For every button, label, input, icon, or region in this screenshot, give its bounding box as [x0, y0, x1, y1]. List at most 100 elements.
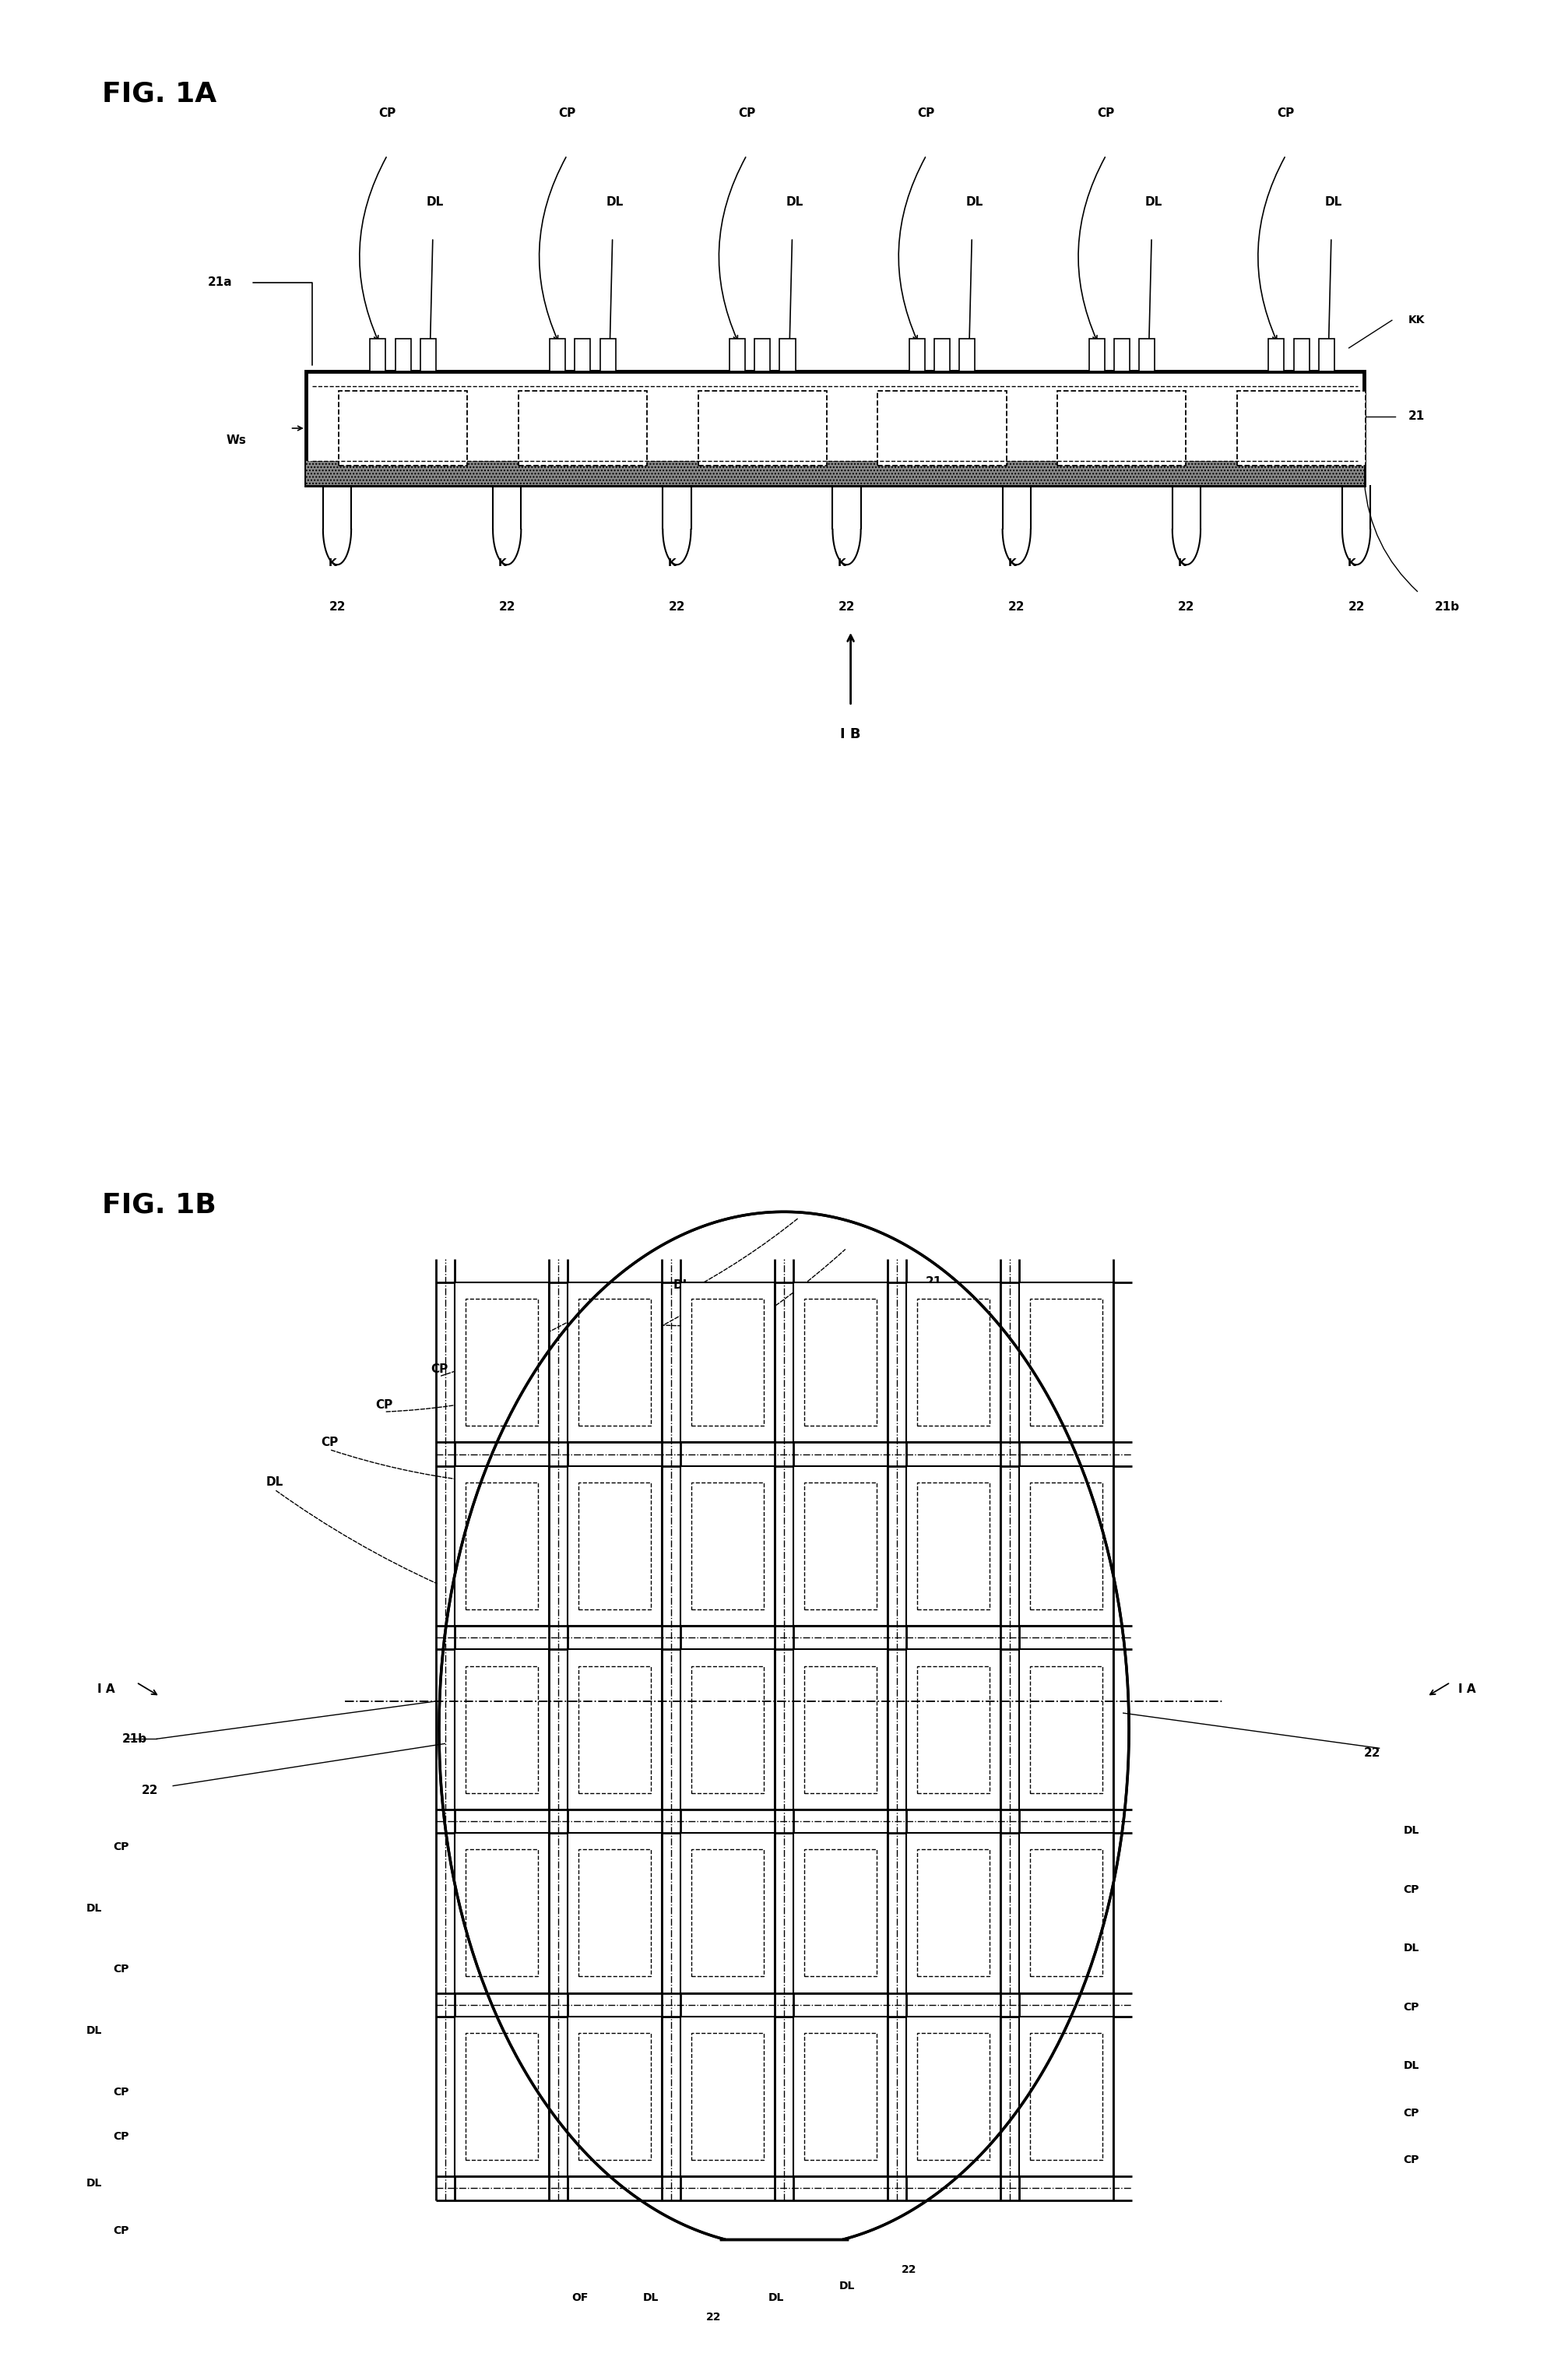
Bar — [793, 1466, 887, 1626]
Bar — [568, 1833, 662, 1993]
Text: DL: DL — [426, 198, 444, 207]
Bar — [579, 2033, 651, 2160]
Text: CP: CP — [375, 1400, 394, 1409]
Bar — [793, 1649, 887, 1809]
Text: DL: DL — [673, 1280, 691, 1289]
Bar — [804, 1666, 877, 1793]
Bar — [1019, 1466, 1113, 1626]
Bar — [579, 1299, 651, 1426]
Text: CP: CP — [430, 1365, 448, 1374]
Text: OF: OF — [572, 2292, 588, 2304]
Bar — [1019, 1833, 1113, 1993]
Text: DL: DL — [492, 1322, 511, 1332]
Bar — [568, 1466, 662, 1626]
Bar — [1019, 1466, 1113, 1626]
Bar — [1019, 1282, 1113, 1442]
Bar — [1269, 339, 1284, 372]
Bar — [455, 2017, 549, 2177]
Bar — [579, 1666, 651, 1793]
Text: K: K — [837, 558, 847, 569]
Text: 22: 22 — [713, 1327, 729, 1337]
Text: CP: CP — [1403, 2155, 1419, 2165]
Bar — [1030, 1482, 1102, 1609]
Bar — [1019, 1282, 1113, 1442]
Text: KK: KK — [1408, 315, 1425, 325]
Text: 22: 22 — [902, 2264, 917, 2275]
Bar — [691, 2033, 764, 2160]
Text: DL: DL — [1325, 198, 1342, 207]
Bar — [1319, 339, 1334, 372]
Text: I A: I A — [97, 1685, 114, 1694]
Text: DL: DL — [768, 2292, 784, 2304]
Bar — [917, 1666, 989, 1793]
Text: CP: CP — [1403, 2108, 1419, 2118]
Bar — [455, 1282, 549, 1442]
Bar — [519, 391, 648, 466]
Bar — [804, 1482, 877, 1609]
Bar — [917, 1299, 989, 1426]
Text: 22: 22 — [668, 602, 685, 612]
Text: DL: DL — [839, 2280, 855, 2292]
Bar — [455, 1833, 549, 1993]
Bar — [306, 372, 1364, 485]
Bar — [681, 1282, 775, 1442]
Text: CP: CP — [1098, 108, 1115, 118]
Bar — [681, 1649, 775, 1809]
Bar — [906, 2017, 1000, 2177]
Bar — [1019, 1833, 1113, 1993]
Bar — [906, 1466, 1000, 1626]
Text: DL: DL — [786, 198, 803, 207]
Text: KK: KK — [935, 414, 950, 424]
Text: 22: 22 — [1178, 602, 1195, 612]
Text: CP: CP — [113, 2087, 129, 2097]
Bar — [568, 1466, 662, 1626]
Bar — [906, 1833, 1000, 1993]
Text: CP: CP — [558, 108, 575, 118]
Text: DL: DL — [1051, 1391, 1068, 1400]
Text: 21a: 21a — [207, 278, 232, 287]
Bar — [691, 1482, 764, 1609]
Bar — [455, 1282, 549, 1442]
Text: 22: 22 — [499, 602, 516, 612]
Text: 21b: 21b — [122, 1734, 147, 1744]
Bar — [793, 1282, 887, 1442]
Text: DL: DL — [86, 1904, 102, 1913]
Text: 22: 22 — [604, 1337, 619, 1346]
Text: KK: KK — [575, 414, 590, 424]
Bar — [1113, 339, 1129, 372]
Bar — [804, 2033, 877, 2160]
Bar — [681, 2017, 775, 2177]
Bar — [568, 1649, 662, 1809]
Bar — [906, 1466, 1000, 1626]
Bar — [754, 339, 770, 372]
Bar — [793, 1649, 887, 1809]
Bar — [793, 2017, 887, 2177]
Text: DL: DL — [643, 2292, 659, 2304]
Bar — [804, 1299, 877, 1426]
Bar — [729, 339, 745, 372]
Bar — [917, 1849, 989, 1977]
Bar — [455, 1649, 549, 1809]
Bar — [1030, 1299, 1102, 1426]
Text: K: K — [499, 558, 506, 569]
Bar — [909, 339, 925, 372]
Text: CP: CP — [917, 108, 935, 118]
Text: 22: 22 — [1348, 602, 1364, 612]
Bar — [691, 1299, 764, 1426]
Text: FIG. 1A: FIG. 1A — [102, 80, 216, 108]
Bar — [1030, 2033, 1102, 2160]
Text: DL: DL — [86, 2026, 102, 2035]
Bar — [1030, 1849, 1102, 1977]
Text: KK: KK — [1115, 414, 1129, 424]
Text: DL: DL — [1145, 198, 1162, 207]
Bar — [370, 339, 386, 372]
Bar — [395, 339, 411, 372]
Bar — [420, 339, 436, 372]
Bar — [550, 339, 566, 372]
Bar — [691, 1849, 764, 1977]
Text: K: K — [1347, 558, 1356, 569]
Bar — [681, 1466, 775, 1626]
Text: KK: KK — [1294, 414, 1309, 424]
Bar — [568, 1282, 662, 1442]
Text: DL: DL — [265, 1478, 284, 1487]
